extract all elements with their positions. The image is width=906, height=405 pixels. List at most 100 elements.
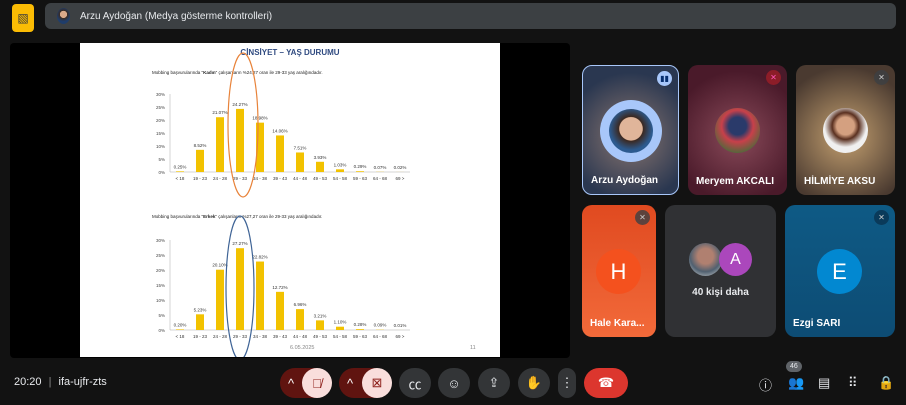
slide-page-number: 11 (470, 345, 476, 351)
emoji-button[interactable]: ☺ (438, 368, 470, 398)
participant-tile[interactable]: ✕ HİLMİYE AKSU (796, 65, 895, 195)
data-label: 0.20% (174, 322, 187, 327)
data-label: 8.52% (194, 143, 207, 148)
x-tick-label: 44 - 48 (293, 176, 308, 181)
captions-button[interactable]: ㏄ (399, 368, 431, 398)
data-label: 0.01% (394, 323, 407, 328)
x-tick-label: 34 - 38 (253, 176, 268, 181)
more-options-button[interactable]: ⋮ (558, 368, 576, 398)
data-label: 6.96% (294, 302, 307, 307)
x-tick-label: 29 - 33 (233, 176, 248, 181)
y-tick-label: 15% (156, 283, 165, 288)
y-tick-label: 10% (156, 144, 165, 149)
bar (296, 152, 304, 172)
x-tick-label: 44 - 48 (293, 334, 308, 339)
clock: 20:20 (14, 376, 42, 388)
data-label: 7.51% (294, 145, 307, 150)
x-tick-label: 49 - 53 (313, 176, 328, 181)
x-tick-label: 29 - 33 (233, 334, 248, 339)
y-tick-label: 25% (156, 105, 165, 110)
participant-tile[interactable]: ▮▮ Arzu Aydoğan (582, 65, 679, 195)
presentation-slide: CİNSİYET – YAŞ DURUMU 6.05.2025 11 Mobbi… (80, 43, 500, 357)
data-label: 5.23% (194, 307, 207, 312)
avatar (715, 108, 760, 153)
data-label: 21.07% (212, 110, 227, 115)
more-participants-label: 40 kişi daha (692, 287, 749, 298)
bar (236, 248, 244, 330)
y-tick-label: 0% (158, 170, 165, 175)
y-tick-label: 30% (156, 238, 165, 243)
people-icon[interactable]: 👥 (788, 375, 805, 390)
data-label: 14.06% (272, 128, 287, 133)
y-tick-label: 0% (158, 328, 165, 333)
meeting-info: 20:20 | ifa-ujfr-zts (14, 376, 107, 388)
bar (356, 329, 364, 330)
highlight-ellipse (227, 52, 259, 198)
participant-tile[interactable]: ✕ E Ezgi SARI (785, 205, 895, 337)
raise-hand-button[interactable]: ✋ (518, 368, 550, 398)
participant-name: HİLMİYE AKSU (804, 176, 876, 187)
participant-name: Ezgi SARI (793, 318, 841, 329)
info-icon[interactable]: ⓘ (759, 378, 773, 393)
presenter-label: Arzu Aydoğan (Medya gösterme kontrolleri… (80, 10, 273, 22)
bar (316, 320, 324, 330)
presentation-off-icon[interactable]: ▧ (12, 4, 34, 32)
mic-off-icon: ✕ (874, 210, 889, 225)
participant-name: Meryem AKCALI (696, 176, 774, 187)
bar (196, 149, 204, 172)
bar (196, 314, 204, 330)
data-label: 3.21% (314, 313, 327, 318)
x-tick-label: 69 > (396, 176, 405, 181)
mic-off-icon: ✕ (874, 70, 889, 85)
x-tick-label: 49 - 53 (313, 334, 328, 339)
chart-caption: Mobbing başvurularında "Erkek" çalışanla… (152, 214, 322, 219)
x-tick-label: 69 > (396, 334, 405, 339)
bar (316, 161, 324, 172)
bar (336, 326, 344, 330)
x-tick-label: 24 - 28 (213, 334, 228, 339)
bar (236, 108, 244, 172)
bar (216, 269, 224, 330)
x-tick-label: 59 - 63 (353, 176, 368, 181)
avatar: H (596, 249, 641, 294)
avatar: A (719, 243, 752, 276)
data-label: 0.25% (174, 164, 187, 169)
camera-off-button[interactable]: ⊠ (362, 368, 392, 398)
y-tick-label: 20% (156, 118, 165, 123)
data-label: 27.27% (232, 241, 247, 246)
avatar: E (817, 249, 862, 294)
presenter-bar[interactable]: Arzu Aydoğan (Medya gösterme kontrolleri… (45, 3, 896, 29)
y-tick-label: 30% (156, 92, 165, 97)
highlight-ellipse (225, 215, 255, 357)
bar (256, 261, 264, 330)
mic-off-button[interactable]: 🎙̸ (302, 368, 332, 398)
bar (296, 309, 304, 330)
chat-icon[interactable]: ▤ (818, 375, 831, 390)
participant-tile[interactable]: ✕ Meryem AKCALI (688, 65, 787, 195)
data-label: 0.29% (354, 164, 367, 169)
x-tick-label: < 18 (176, 176, 185, 181)
x-tick-label: 19 - 23 (193, 176, 208, 181)
bar (216, 117, 224, 172)
more-participants-tile[interactable]: A 40 kişi daha (665, 205, 776, 337)
y-tick-label: 10% (156, 298, 165, 303)
avatar (600, 100, 662, 162)
bar (256, 122, 264, 172)
x-tick-label: 24 - 28 (213, 176, 228, 181)
data-label: 22.82% (252, 255, 267, 260)
data-label: 1.10% (334, 320, 347, 325)
present-button[interactable]: ⇪ (478, 368, 510, 398)
data-label: 12.72% (272, 285, 287, 290)
slide-date: 6.05.2025 (290, 345, 314, 351)
data-label: 3.93% (314, 155, 327, 160)
meeting-code: ifa-ujfr-zts (58, 376, 107, 388)
y-tick-label: 5% (158, 157, 165, 162)
leave-call-button[interactable]: ☎ (584, 368, 628, 398)
activities-icon[interactable]: ⠿ (848, 375, 858, 390)
participant-name: Hale Kara... (590, 318, 645, 329)
x-tick-label: < 18 (176, 334, 185, 339)
avatar (689, 243, 722, 276)
data-label: 18.98% (252, 116, 267, 121)
participant-tile[interactable]: ✕ H Hale Kara... (582, 205, 656, 337)
host-controls-icon[interactable]: 🔒 (878, 375, 895, 390)
